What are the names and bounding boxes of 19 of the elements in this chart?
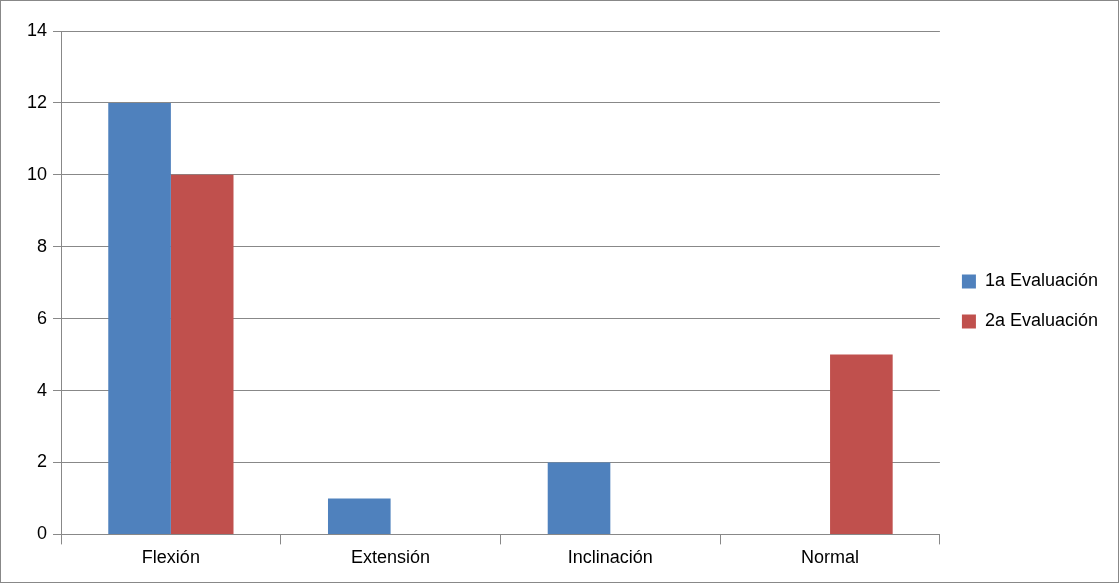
bar — [327, 498, 391, 534]
bar — [830, 354, 893, 534]
bar — [108, 102, 171, 534]
legend-label: 1a Evaluación — [984, 270, 1099, 291]
y-tick-label: 0 — [37, 523, 48, 544]
x-tick-label: Inclinación — [567, 547, 653, 568]
x-tick-label: Flexión — [141, 547, 200, 568]
x-tick-label: Normal — [801, 547, 860, 568]
y-tick-label: 2 — [37, 451, 48, 472]
y-tick-label: 12 — [26, 91, 48, 112]
y-tick-label: 14 — [26, 19, 48, 40]
y-tick-label: 6 — [37, 307, 48, 328]
y-tick-label: 8 — [37, 235, 48, 256]
x-tick-label: Extensión — [351, 547, 431, 568]
y-tick-label: 4 — [37, 379, 48, 400]
bar — [170, 174, 234, 534]
bar — [547, 462, 611, 534]
legend-label: 2a Evaluación — [984, 310, 1099, 331]
y-tick-label: 10 — [26, 163, 48, 184]
